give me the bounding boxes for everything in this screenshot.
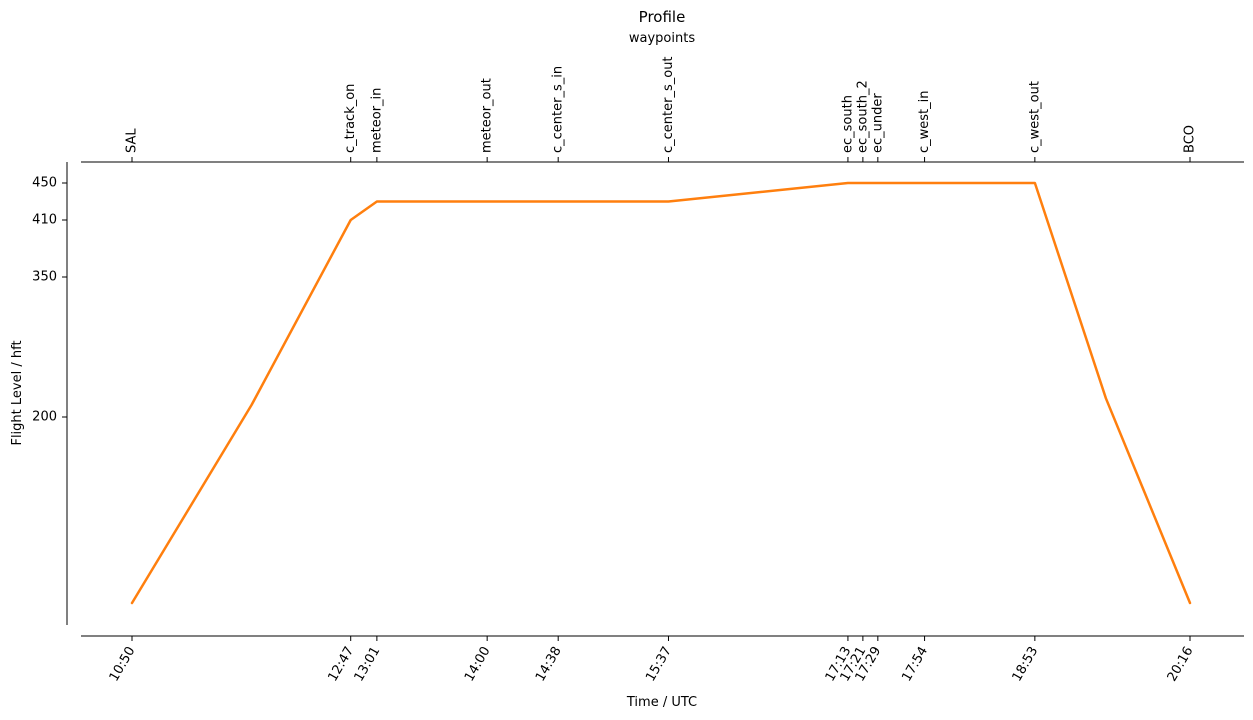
y-tick-label: 350 xyxy=(32,270,57,285)
series-layer xyxy=(132,183,1190,603)
waypoint-label: meteor_out xyxy=(480,78,495,153)
waypoint-label: c_center_s_in xyxy=(551,66,566,153)
x-tick-label: 20:16 xyxy=(1165,644,1197,684)
y-tick-label: 200 xyxy=(32,410,57,425)
chart-title: Profile xyxy=(639,8,686,26)
waypoint-label: meteor_in xyxy=(369,88,384,153)
y-tick-label: 410 xyxy=(32,213,57,228)
x-tick-label: 10:50 xyxy=(107,644,139,684)
chart-subtitle: waypoints xyxy=(629,31,695,46)
waypoint-label: c_west_in xyxy=(917,91,932,154)
y-axis-title: Flight Level / hft xyxy=(10,340,25,445)
waypoint-label: BCO xyxy=(1183,125,1198,153)
waypoint-label: c_track_on xyxy=(343,84,358,153)
x-tick-label: 14:38 xyxy=(533,644,565,684)
waypoint-label: c_west_out xyxy=(1027,81,1042,153)
x-tick-label: 13:01 xyxy=(352,644,384,684)
waypoint-label: c_center_s_out xyxy=(661,56,676,153)
waypoint-axis: SAL c_track_on meteor_in meteor_out c_center… xyxy=(125,56,1198,162)
y-tick-label: 450 xyxy=(32,176,57,191)
x-tick-label: 18:53 xyxy=(1010,644,1042,684)
x-tick-label: 15:37 xyxy=(643,644,675,684)
flight-level-axis: 200 350 410 450 xyxy=(32,176,67,425)
flight-level-line xyxy=(132,183,1190,603)
waypoint-label: ec_under xyxy=(870,93,885,153)
waypoint-label: ec_south xyxy=(840,95,855,153)
waypoint-label: SAL xyxy=(125,128,140,153)
waypoint-label: ec_south_2 xyxy=(855,80,870,153)
x-tick-label: 14:00 xyxy=(462,644,494,684)
x-axis-title: Time / UTC xyxy=(626,695,697,710)
x-tick-label: 17:54 xyxy=(899,644,931,684)
